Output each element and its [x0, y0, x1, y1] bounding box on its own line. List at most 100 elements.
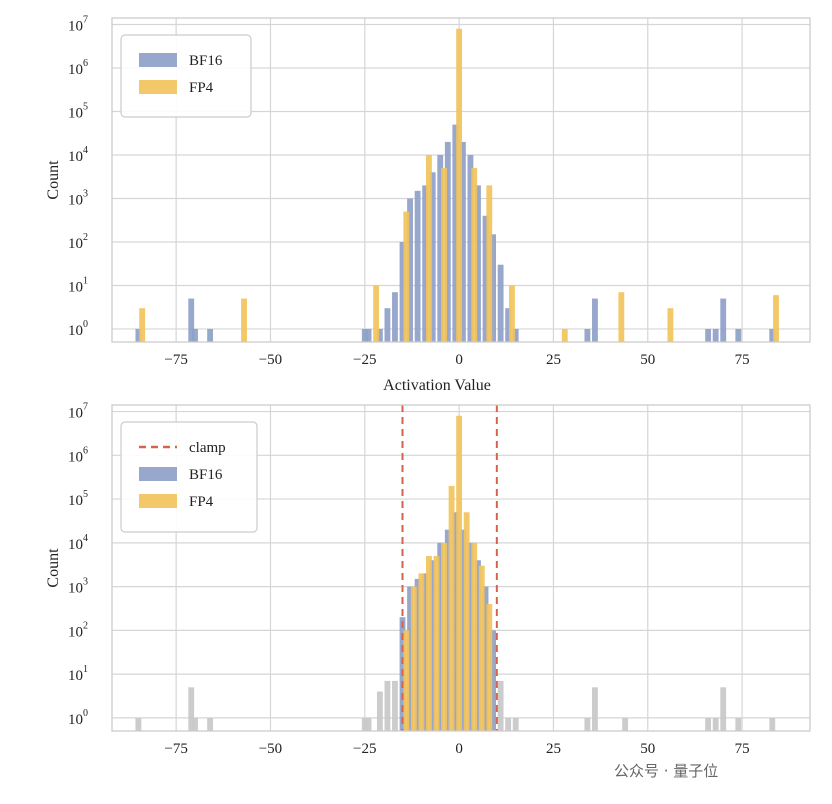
y-tick-label: 102	[68, 620, 88, 640]
bf16-bar	[422, 185, 429, 342]
legend-fp4-label: FP4	[189, 494, 214, 510]
clipped-bar	[376, 691, 383, 731]
y-tick-label: 104	[68, 145, 88, 165]
bf16-bar	[444, 141, 451, 342]
bf16-bar	[720, 298, 727, 342]
fp4-bar	[441, 168, 447, 342]
bf16-bar	[475, 560, 481, 731]
x-tick-label: 75	[735, 741, 750, 757]
bf16-bar	[490, 234, 496, 342]
fp4-bar	[139, 308, 146, 342]
fp4-bar	[456, 415, 463, 731]
bf16-bar	[452, 124, 459, 343]
bf16-bar	[467, 542, 474, 731]
bf16-bar	[422, 573, 429, 731]
fp4-bar	[433, 556, 440, 731]
fp4-bar	[448, 485, 455, 731]
y-tick-label: 103	[68, 188, 88, 208]
legend-box	[120, 34, 252, 118]
legend: clamp BF16 FP4	[120, 421, 258, 533]
clipped-bar	[392, 680, 398, 731]
clipped-bar	[769, 717, 776, 731]
x-axis-label: Activation Value	[383, 377, 491, 394]
fp4-bar	[456, 28, 463, 343]
clipped-bar	[497, 680, 504, 731]
fp4-bar	[478, 565, 485, 731]
bf16-bar	[399, 241, 406, 342]
fp4-bar	[561, 328, 568, 342]
clipped-bar	[622, 717, 629, 731]
x-tick-label: 50	[640, 352, 655, 368]
clipped-bar	[712, 717, 719, 731]
clipped-bar	[384, 680, 391, 731]
fp4-bar	[463, 512, 470, 731]
fp4-bar	[426, 556, 432, 731]
fp4-bar	[241, 298, 247, 342]
fp4-bar	[667, 308, 674, 342]
fp4-bar	[486, 185, 493, 342]
bf16-bar	[361, 328, 368, 342]
bf16-bar	[512, 328, 519, 342]
bf16-bar	[705, 328, 712, 342]
y-tick-label: 101	[68, 664, 88, 684]
bf16-bar	[407, 586, 413, 731]
bf16-bar	[414, 190, 421, 342]
fp4-bar	[471, 542, 478, 731]
plot-frame	[111, 404, 811, 732]
clipped-bar	[207, 717, 214, 731]
y-tick-label: 105	[68, 102, 88, 122]
bf16-bar	[490, 630, 496, 731]
bf16-bar	[584, 328, 591, 342]
legend-clamp-label: clamp	[189, 440, 226, 456]
legend: BF16 FP4	[120, 34, 252, 118]
x-tick-label: 0	[455, 741, 463, 757]
x-tick-label: −50	[259, 741, 282, 757]
fp4-bar	[373, 285, 380, 342]
bf16-bar	[429, 172, 436, 342]
y-tick-label: 104	[68, 533, 88, 553]
bf16-bar	[475, 185, 481, 342]
x-tick-label: 25	[546, 352, 561, 368]
clipped-bar	[592, 687, 598, 731]
clipped-bar	[720, 687, 727, 731]
bf16-bar	[452, 512, 459, 731]
clipped-bar	[505, 717, 512, 731]
bf16-bar	[467, 154, 474, 342]
bf16-bar	[482, 215, 489, 342]
y-tick-label: 103	[68, 577, 88, 597]
watermark-text: 公众号 · 量子位	[614, 762, 719, 780]
x-tick-label: 50	[640, 741, 655, 757]
histogram-figure: −75 −50 −25 0 25 50 75 100 101 102 103 104 105 106 107…	[45, 15, 811, 757]
y-tick-label: 100	[68, 319, 88, 339]
clipped-bar	[135, 717, 142, 731]
clipped-bar	[584, 717, 591, 731]
x-tick-label: 25	[546, 741, 561, 757]
x-tick-label: −75	[164, 352, 187, 368]
bf16-bar	[376, 328, 383, 342]
bf16-bar	[497, 264, 504, 342]
legend-bf16-label: BF16	[189, 467, 223, 483]
bf16-bar	[459, 529, 466, 731]
histogram-panel-2: −75 −50 −25 0 25 50 75 100 101 102 103 104 105 106 107…	[45, 402, 811, 757]
bf16-bar	[384, 308, 391, 342]
clipped-bar	[188, 687, 195, 731]
bf16-bar	[444, 529, 451, 731]
fp4-bar	[418, 573, 425, 731]
bf16-bar	[429, 560, 436, 731]
y-axis-label: Count	[45, 160, 62, 200]
bf16-bar	[505, 308, 512, 342]
fp4-bar	[403, 630, 410, 731]
fp4-bar	[410, 586, 417, 731]
x-tick-label: −50	[259, 352, 282, 368]
bf16-bar	[437, 154, 444, 342]
bf16-bar	[207, 328, 214, 342]
legend-fp4-swatch	[139, 80, 177, 94]
y-tick-label: 105	[68, 489, 88, 509]
bf16-bar	[459, 141, 466, 342]
plot-frame	[111, 17, 811, 343]
legend-bf16-swatch	[139, 53, 177, 67]
bf16-bar	[769, 328, 776, 342]
fp4-bar	[403, 211, 410, 342]
y-tick-label: 107	[68, 15, 88, 35]
fp4-bar	[509, 285, 515, 342]
